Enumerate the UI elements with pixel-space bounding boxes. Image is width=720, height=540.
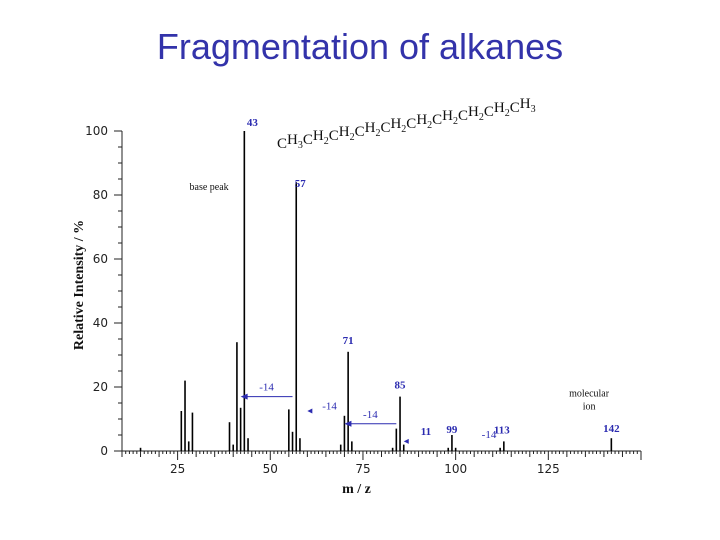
y-tick-label: 20 xyxy=(93,380,108,394)
peak-label: 71 xyxy=(343,335,354,347)
formula-subscript: 2 xyxy=(427,120,432,131)
formula-element: C xyxy=(432,112,442,128)
formula-element: H xyxy=(520,96,531,112)
formula-subscript: 2 xyxy=(324,136,329,147)
formula-element: H xyxy=(416,112,427,128)
peak-label: 99 xyxy=(446,424,458,436)
formula-subscript: 2 xyxy=(479,112,484,123)
formula-subscript: 2 xyxy=(350,132,355,143)
formula-subscript: 2 xyxy=(505,108,510,119)
x-tick-label: 50 xyxy=(263,462,278,476)
loss-arrow-head xyxy=(240,393,248,400)
arrowhead-mark xyxy=(307,408,313,414)
x-tick-label: 25 xyxy=(170,462,185,476)
peak-label: 85 xyxy=(395,380,407,392)
loss-label: -14 xyxy=(322,400,337,412)
arrowhead-mark xyxy=(403,438,409,444)
y-tick-label: 100 xyxy=(85,124,108,138)
formula-element: C xyxy=(329,128,339,144)
molecular-formula: CH3CH2CH2CH2CH2CH2CH2CH2CH2CH3 xyxy=(277,96,536,152)
molecular-ion-note: molecular xyxy=(569,389,610,400)
formula-element: H xyxy=(339,124,350,140)
formula-element: C xyxy=(510,100,520,116)
formula-element: H xyxy=(468,104,479,120)
formula-element: H xyxy=(365,120,376,136)
formula-element: C xyxy=(355,124,365,140)
formula-element: C xyxy=(277,136,287,152)
formula-element: H xyxy=(494,100,505,116)
y-tick-label: 80 xyxy=(93,188,108,202)
peak-label: 113 xyxy=(494,424,510,436)
formula-subscript: 2 xyxy=(375,128,380,139)
peak-label: 43 xyxy=(247,117,259,129)
slide-title: Fragmentation of alkanes xyxy=(156,26,564,67)
formula-element: C xyxy=(406,116,416,132)
formula-element: C xyxy=(380,120,390,136)
y-tick-label: 60 xyxy=(93,252,108,266)
formula-element: C xyxy=(458,108,468,124)
formula-element: C xyxy=(303,132,313,148)
loss-label: -14 xyxy=(482,429,497,441)
y-axis-title: Relative Intensity / % xyxy=(72,220,87,350)
chart-labels: CH3CH2CH2CH2CH2CH2CH2CH2CH2CH34357718599… xyxy=(247,96,620,436)
faint-peak-label: 11 xyxy=(421,426,431,438)
formula-element: C xyxy=(484,104,494,120)
base-peak-note: base peak xyxy=(190,182,229,193)
loss-arrow-label: -14 xyxy=(259,382,274,394)
x-tick-label: 125 xyxy=(537,462,560,476)
chart-axes: 0 20 40 60 80 100 25 50 75 100 125 m / z Relative In… xyxy=(72,124,642,497)
formula-element: H xyxy=(313,128,324,144)
x-tick-label: 75 xyxy=(355,462,370,476)
formula-subscript: 3 xyxy=(298,140,303,151)
x-tick-label: 100 xyxy=(444,462,467,476)
chart-annotations: base peak molecular ion -14 -14 -14 -14 11 xyxy=(190,182,610,444)
x-axis-title: m / z xyxy=(342,482,371,497)
chart-peaks xyxy=(139,131,613,451)
peak-label: 57 xyxy=(295,178,307,190)
formula-subscript: 2 xyxy=(401,124,406,135)
formula-subscript: 2 xyxy=(453,116,458,127)
y-tick-label: 40 xyxy=(93,316,108,330)
formula-subscript: 3 xyxy=(531,104,536,115)
loss-arrow-head xyxy=(344,420,352,427)
formula-element: H xyxy=(287,132,298,148)
peak-label: 142 xyxy=(603,423,620,435)
formula-element: H xyxy=(390,116,401,132)
y-tick-label: 0 xyxy=(100,444,108,458)
molecular-ion-note: ion xyxy=(583,402,596,413)
loss-arrow-label: -14 xyxy=(363,409,378,421)
formula-element: H xyxy=(442,108,453,124)
